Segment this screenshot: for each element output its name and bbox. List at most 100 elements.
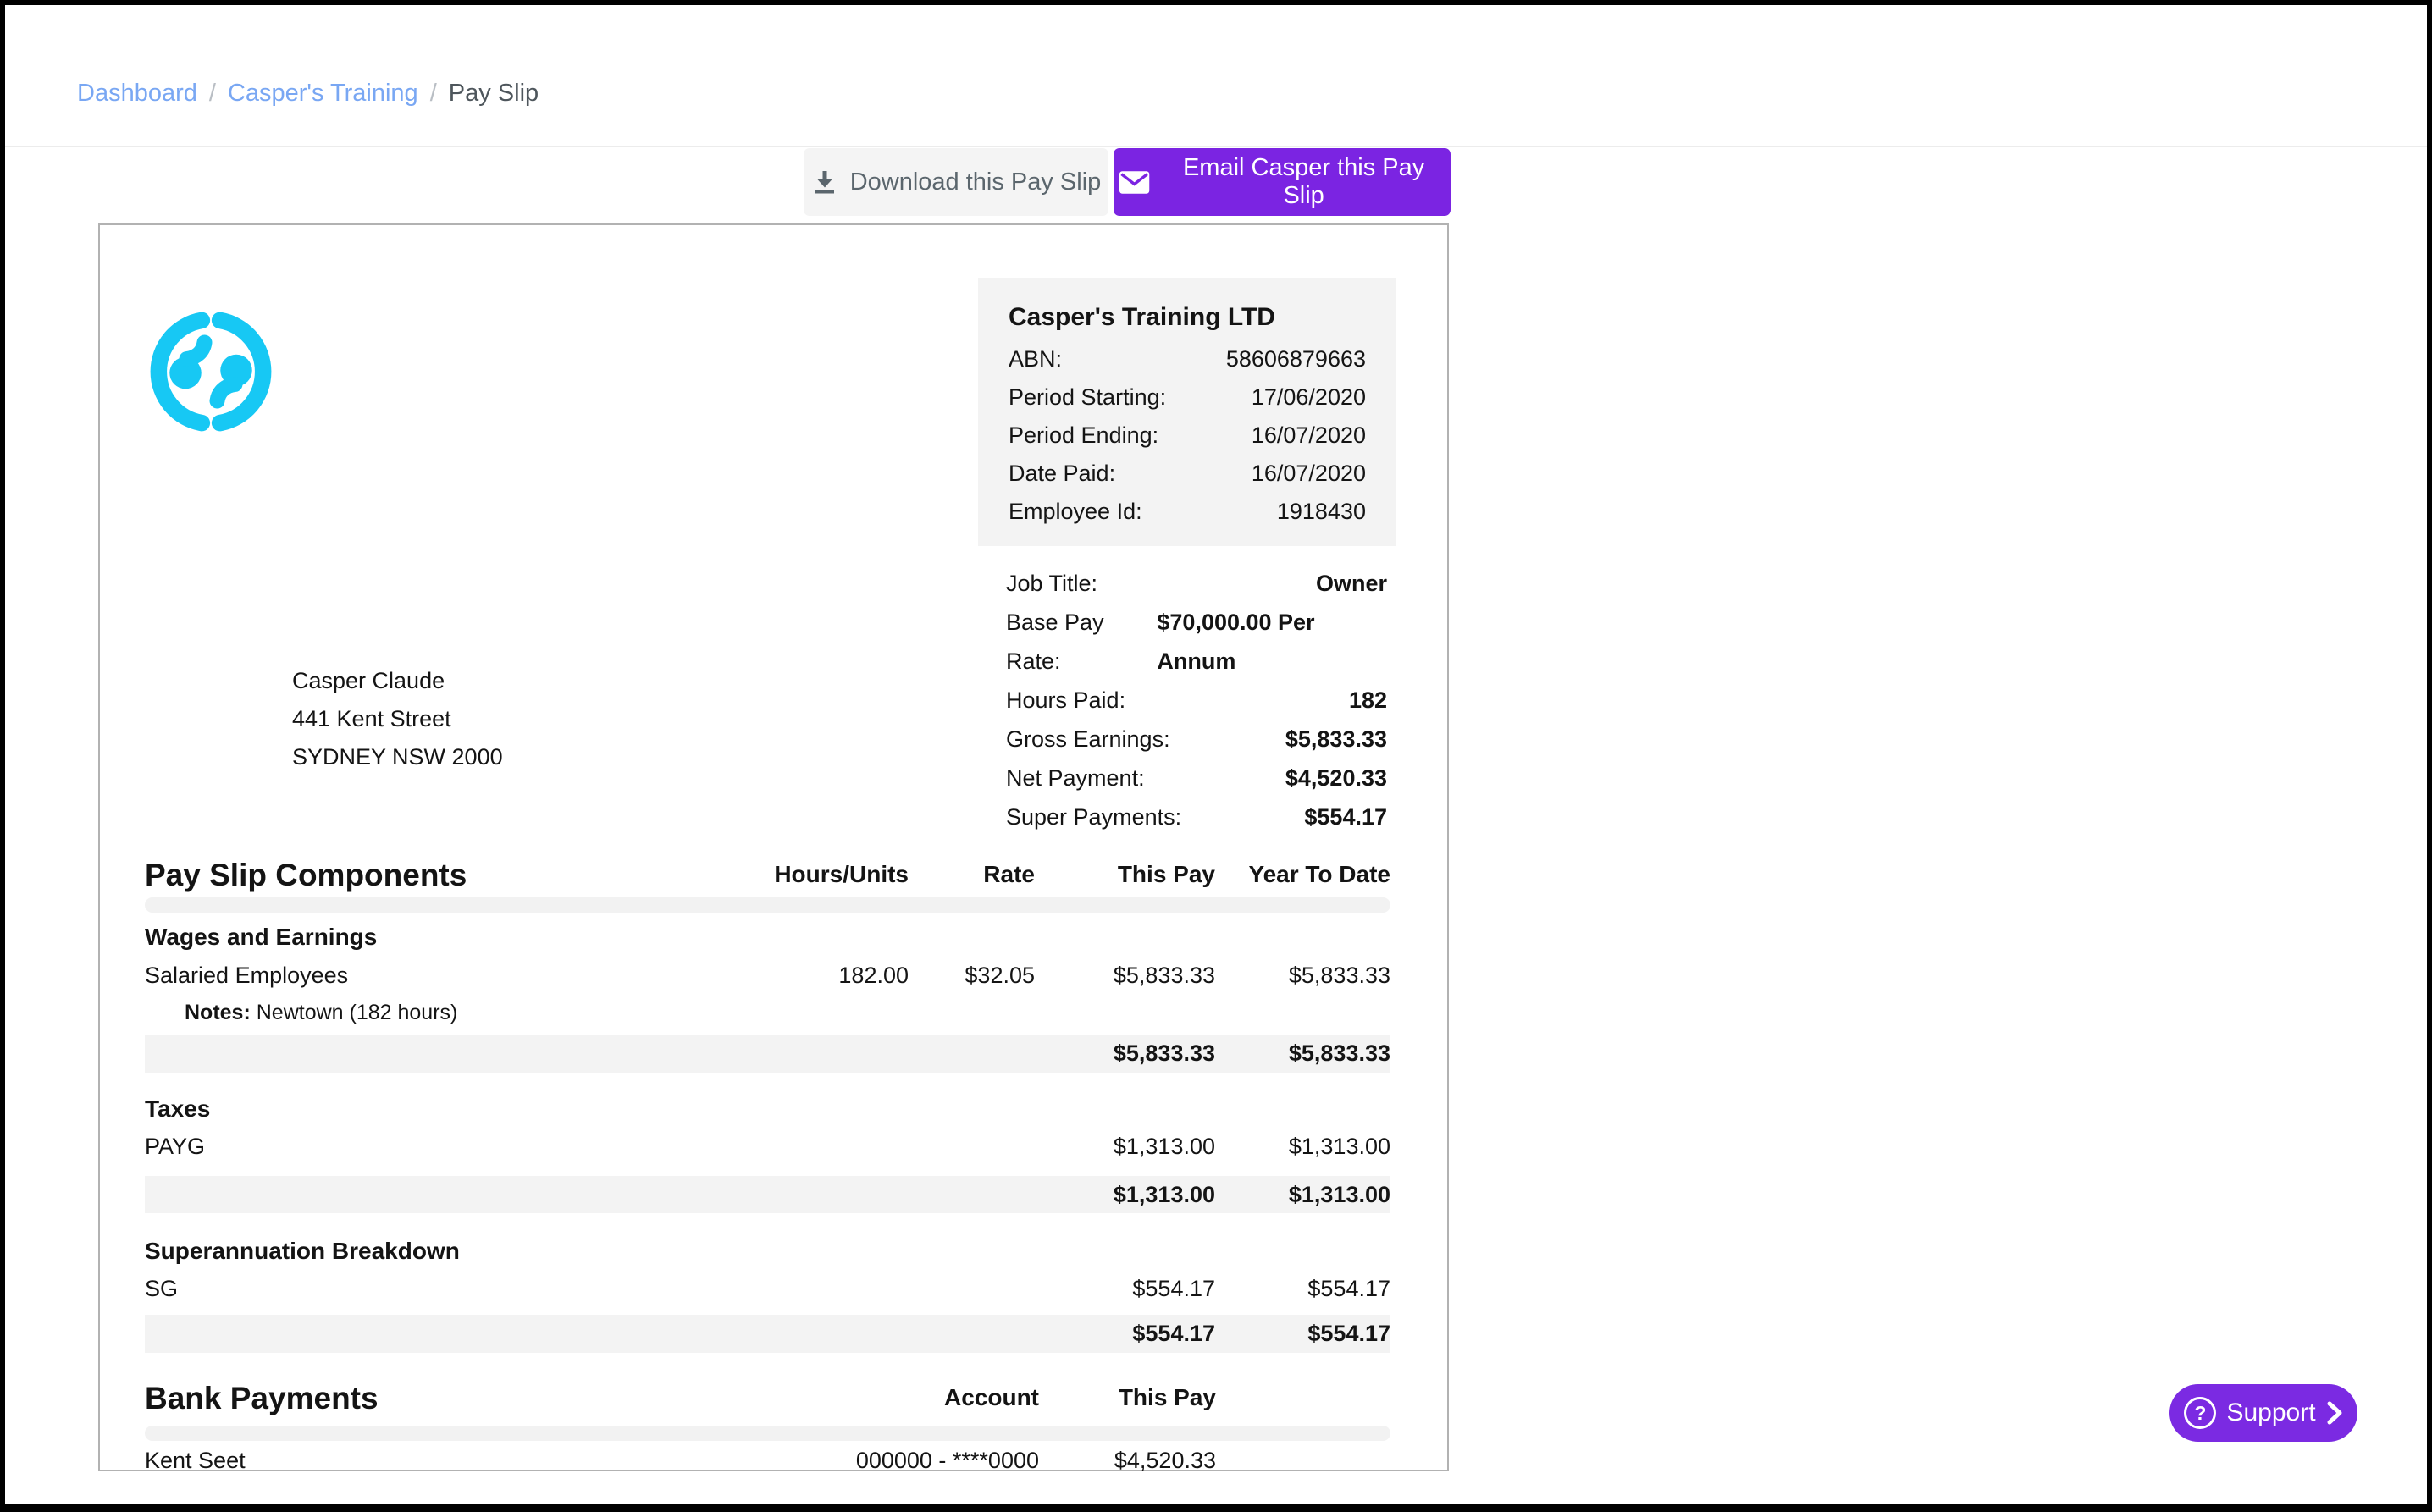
section-header-wages: Wages and Earnings <box>145 924 1390 950</box>
info-value: 1918430 <box>1277 493 1366 531</box>
company-info-box: Casper's Training LTD ABN: 58606879663 P… <box>978 278 1396 546</box>
total-year-to-date: $1,313.00 <box>1289 1176 1390 1213</box>
wages-total-row: $5,833.33 $5,833.33 <box>145 1035 1390 1073</box>
components-header-row: Pay Slip Components Hours/Units Rate Thi… <box>145 852 1390 892</box>
employment-row: Net Payment: $4,520.33 <box>1006 759 1387 797</box>
cell-account-number: 000000 - ****0000 <box>856 1448 1039 1473</box>
cell-this-pay: $1,313.00 <box>1114 1134 1215 1159</box>
table-row-bank-account: Kent Seet 000000 - ****0000 $4,520.33 <box>145 1448 1390 1473</box>
support-button[interactable]: ? Support <box>2169 1384 2357 1442</box>
column-header-this-pay: This Pay <box>1118 861 1215 888</box>
employment-value: $70,000.00 Per Annum <box>1157 603 1387 681</box>
payslip-components-table: Pay Slip Components Hours/Units Rate Thi… <box>145 852 1390 1473</box>
column-header-rate: Rate <box>983 861 1035 888</box>
employment-value: $4,520.33 <box>1285 759 1387 797</box>
info-value: 58606879663 <box>1226 340 1366 378</box>
table-divider-bar <box>145 1426 1390 1441</box>
table-divider-bar <box>145 897 1390 913</box>
components-title: Pay Slip Components <box>145 858 467 892</box>
super-total-row: $554.17 $554.17 <box>145 1315 1390 1353</box>
support-button-label: Support <box>2226 1399 2315 1427</box>
cell-year-to-date: $1,313.00 <box>1289 1134 1390 1159</box>
employee-name: Casper Claude <box>292 662 503 700</box>
column-header-this-pay: This Pay <box>1119 1384 1216 1411</box>
employee-address: Casper Claude 441 Kent Street SYDNEY NSW… <box>292 662 503 776</box>
email-button-label: Email Casper this Pay Slip <box>1162 154 1445 210</box>
employment-row: Job Title: Owner <box>1006 564 1387 603</box>
employment-label: Net Payment: <box>1006 759 1145 797</box>
table-row-payg: PAYG $1,313.00 $1,313.00 <box>145 1134 1390 1159</box>
bank-payments-header-row: Bank Payments Account This Pay <box>145 1375 1390 1415</box>
download-button-label: Download this Pay Slip <box>850 168 1102 196</box>
employment-value: 182 <box>1349 681 1387 720</box>
section-header-taxes: Taxes <box>145 1096 1390 1122</box>
company-info-row: Period Ending: 16/07/2020 <box>1009 417 1366 455</box>
cell-hours-units: 182.00 <box>838 962 909 989</box>
info-value: 17/06/2020 <box>1252 378 1366 417</box>
column-header-hours-units: Hours/Units <box>774 861 909 888</box>
question-circle-icon: ? <box>2184 1397 2216 1429</box>
company-logo-icon <box>147 308 274 435</box>
app-window: Dashboard / Casper's Training / Pay Slip… <box>0 0 2432 1512</box>
row-label: Salaried Employees <box>145 963 348 988</box>
column-header-year-to-date: Year To Date <box>1248 861 1390 888</box>
email-payslip-button[interactable]: Email Casper this Pay Slip <box>1114 148 1451 216</box>
employment-value: Owner <box>1316 564 1387 603</box>
info-label: Period Ending: <box>1009 417 1158 455</box>
total-this-pay: $1,313.00 <box>1114 1176 1215 1213</box>
cell-year-to-date: $554.17 <box>1307 1276 1390 1301</box>
employment-label: Hours Paid: <box>1006 681 1125 720</box>
total-this-pay: $554.17 <box>1132 1315 1215 1353</box>
employment-row: Hours Paid: 182 <box>1006 681 1387 720</box>
envelope-icon <box>1119 170 1150 195</box>
cell-this-pay: $4,520.33 <box>1114 1448 1216 1473</box>
employment-label: Gross Earnings: <box>1006 720 1170 759</box>
header-divider <box>5 146 2427 147</box>
bank-payments-title: Bank Payments <box>145 1382 379 1415</box>
employment-label: Super Payments: <box>1006 797 1181 836</box>
cell-year-to-date: $5,833.33 <box>1289 962 1390 989</box>
info-label: Date Paid: <box>1009 455 1115 493</box>
employment-row: Super Payments: $554.17 <box>1006 797 1387 836</box>
download-icon <box>811 168 838 196</box>
company-info-row: Period Starting: 17/06/2020 <box>1009 378 1366 417</box>
company-info-row: Date Paid: 16/07/2020 <box>1009 455 1366 493</box>
row-label: SG <box>145 1276 178 1301</box>
taxes-total-row: $1,313.00 $1,313.00 <box>145 1176 1390 1213</box>
employment-label: Job Title: <box>1006 564 1097 603</box>
employment-label: Base Pay Rate: <box>1006 603 1157 681</box>
row-label: Kent Seet <box>145 1448 246 1473</box>
chevron-right-icon <box>2326 1400 2343 1426</box>
info-value: 16/07/2020 <box>1252 417 1366 455</box>
total-year-to-date: $554.17 <box>1307 1315 1390 1353</box>
employment-value: $5,833.33 <box>1285 720 1387 759</box>
cell-this-pay: $5,833.33 <box>1114 962 1215 989</box>
section-header-superannuation: Superannuation Breakdown <box>145 1239 1390 1264</box>
breadcrumb-current-page: Pay Slip <box>449 80 539 108</box>
total-year-to-date: $5,833.33 <box>1289 1035 1390 1073</box>
breadcrumb: Dashboard / Casper's Training / Pay Slip <box>77 80 539 108</box>
cell-this-pay: $554.17 <box>1132 1276 1215 1301</box>
payslip-card: Casper's Training LTD ABN: 58606879663 P… <box>98 223 1449 1471</box>
column-header-account: Account <box>944 1384 1039 1411</box>
address-line: 441 Kent Street <box>292 700 503 738</box>
notes-row: Notes: Newtown (182 hours) <box>145 1001 1390 1024</box>
breadcrumb-link-dashboard[interactable]: Dashboard <box>77 80 197 108</box>
employment-value: $554.17 <box>1304 797 1387 836</box>
info-value: 16/07/2020 <box>1252 455 1366 493</box>
row-label: PAYG <box>145 1134 205 1159</box>
info-label: ABN: <box>1009 340 1062 378</box>
cell-rate: $32.05 <box>965 962 1035 989</box>
employment-row: Base Pay Rate: $70,000.00 Per Annum <box>1006 603 1387 681</box>
company-info-row: Employee Id: 1918430 <box>1009 493 1366 531</box>
breadcrumb-separator: / <box>430 80 437 108</box>
download-payslip-button[interactable]: Download this Pay Slip <box>804 148 1108 216</box>
breadcrumb-separator: / <box>209 80 216 108</box>
info-label: Employee Id: <box>1009 493 1142 531</box>
total-this-pay: $5,833.33 <box>1114 1035 1215 1073</box>
employment-row: Gross Earnings: $5,833.33 <box>1006 720 1387 759</box>
company-info-row: ABN: 58606879663 <box>1009 340 1366 378</box>
address-line: SYDNEY NSW 2000 <box>292 738 503 776</box>
employment-summary: Job Title: Owner Base Pay Rate: $70,000.… <box>1006 564 1387 836</box>
breadcrumb-link-employer[interactable]: Casper's Training <box>228 80 418 108</box>
